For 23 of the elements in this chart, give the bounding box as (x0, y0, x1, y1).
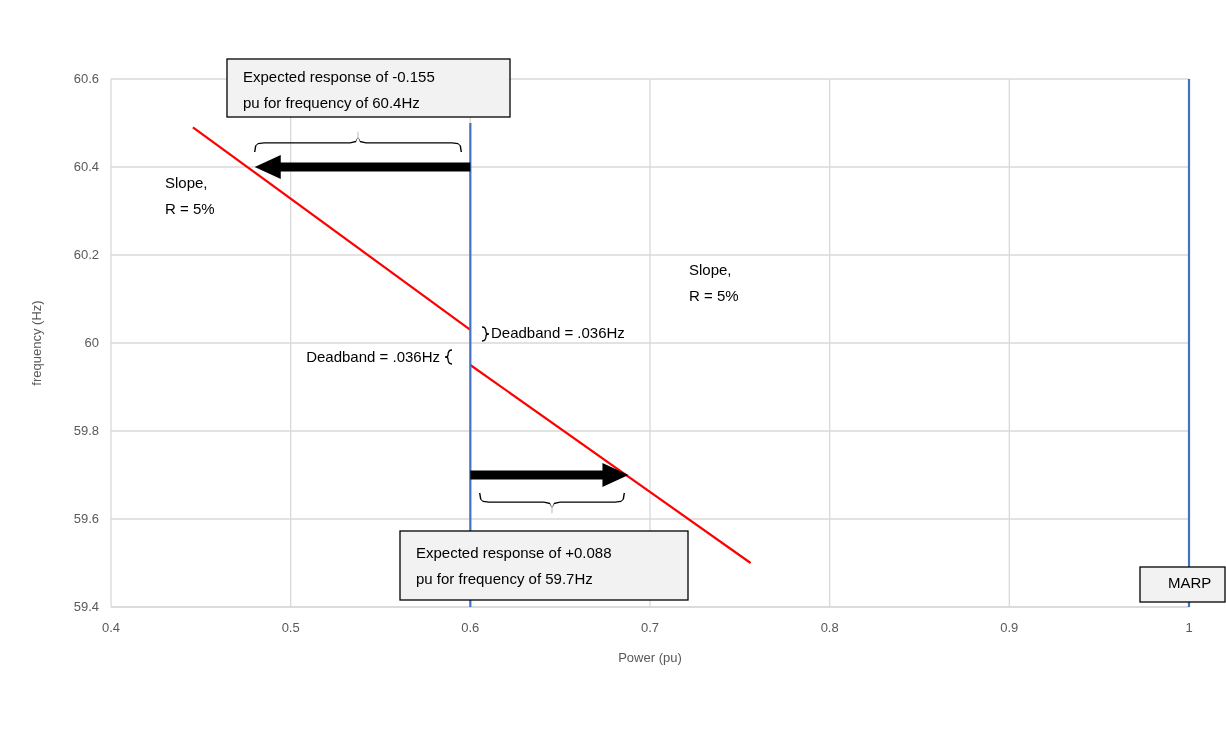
x-tick-label: 0.9 (1000, 620, 1019, 635)
y-tick-label: 60.4 (73, 159, 99, 174)
annotation: Slope, R = 5% (165, 174, 215, 217)
x-tick-label: 0.6 (461, 620, 480, 635)
x-tick-label: 0.4 (101, 620, 121, 635)
x-tick-label: 1 (1185, 620, 1193, 635)
y-tick-label: 59.6 (73, 511, 99, 526)
y-tick-label: 60.6 (73, 71, 99, 86)
y-tick-label: 60.2 (73, 247, 99, 262)
x-tick-label: 0.7 (640, 620, 660, 635)
x-tick-label: 0.5 (281, 620, 300, 635)
annotation: Slope, R = 5% (689, 261, 739, 304)
y-tick-label: 59.4 (73, 599, 99, 614)
annotation: Expected response of -0.155 pu for frequency of 60.4Hz (243, 68, 435, 111)
x-tick-label: 0.8 (820, 620, 839, 635)
y-axis-title: frequency (Hz) (29, 300, 44, 386)
x-axis-title: Power (pu) (618, 650, 682, 665)
ref-line-label: MARP (1168, 574, 1212, 591)
annotation: Deadband = .036Hz (306, 348, 440, 365)
annotation: Deadband = .036Hz (491, 324, 625, 341)
y-tick-label: 59.8 (73, 423, 99, 438)
annotation: Expected response of +0.088 pu for frequency of 59.7Hz (416, 544, 612, 587)
y-tick-label: 60 (84, 335, 99, 350)
